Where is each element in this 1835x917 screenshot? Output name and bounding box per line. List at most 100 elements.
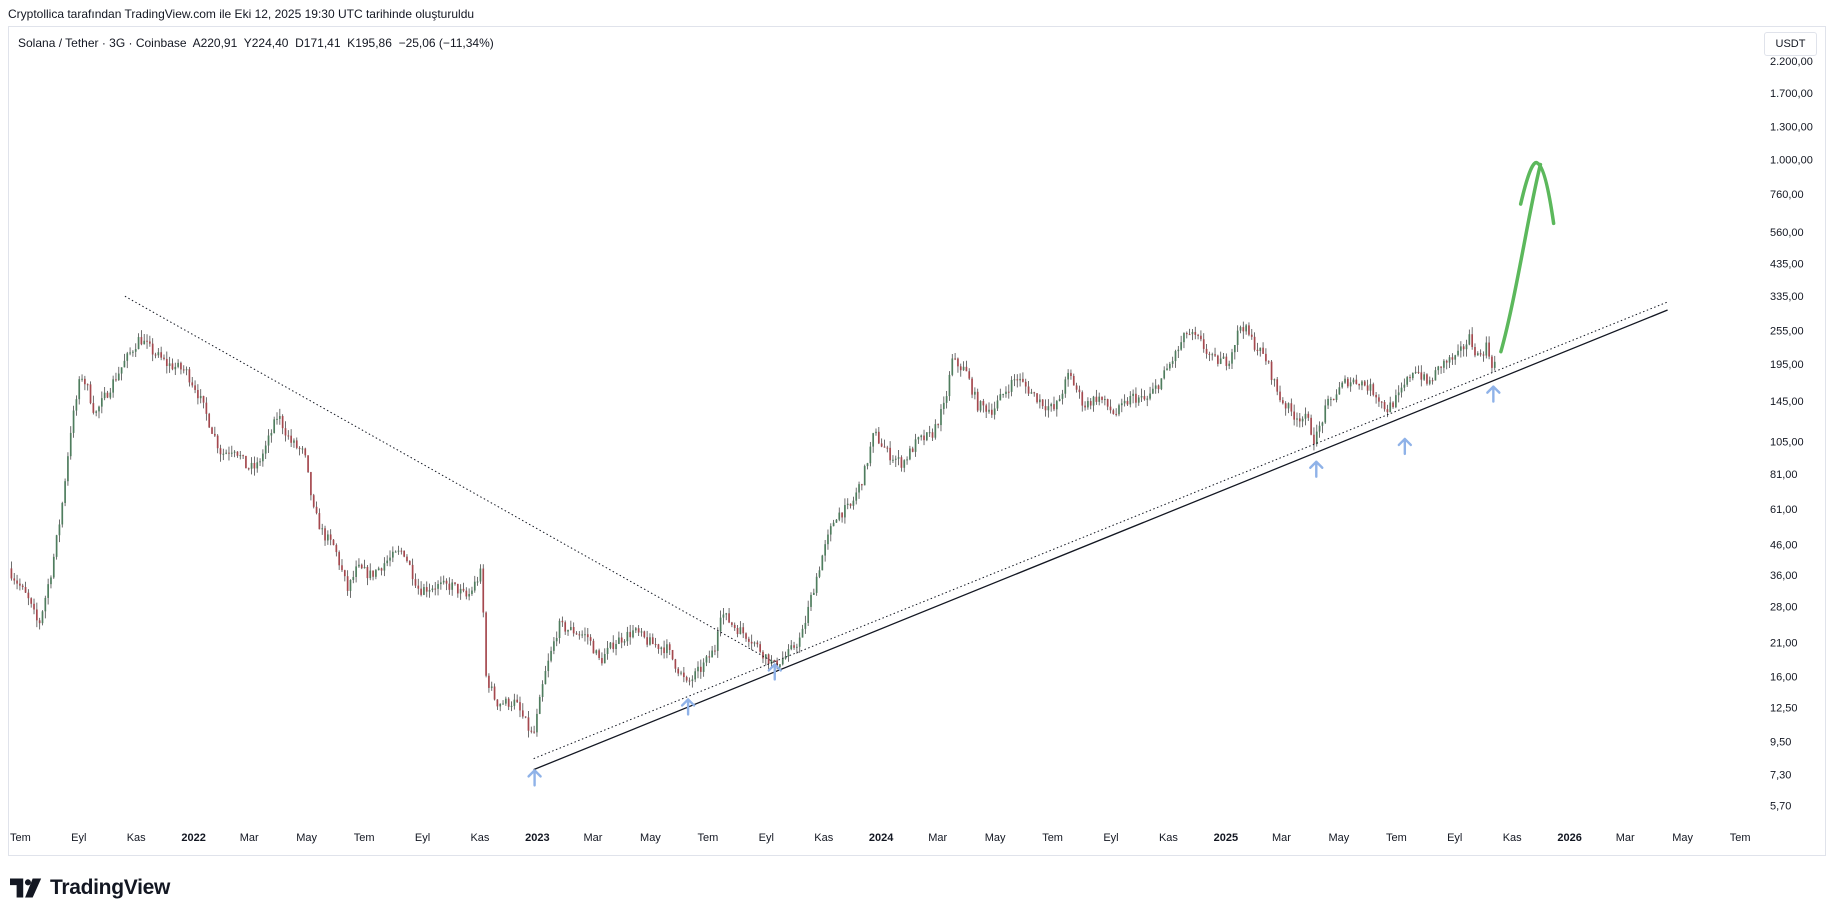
candle-body[interactable] [626,631,629,642]
candle-body[interactable] [499,703,502,707]
candle-body[interactable] [44,597,47,612]
candle-body[interactable] [216,435,219,449]
candle-body[interactable] [408,561,411,565]
candle-body[interactable] [618,637,620,644]
candle-body[interactable] [58,524,61,536]
candle-body[interactable] [230,452,233,454]
candle-body[interactable] [866,463,869,467]
candle-body[interactable] [1084,405,1086,408]
candle-body[interactable] [1414,371,1417,373]
candle-body[interactable] [699,666,702,672]
candle-body[interactable] [519,702,521,711]
candle-body[interactable] [33,603,35,610]
candle-body[interactable] [290,435,292,443]
candle-body[interactable] [10,568,13,579]
candle-body[interactable] [1208,353,1211,355]
candle-body[interactable] [380,568,383,571]
candle-body[interactable] [1349,382,1352,387]
candle-body[interactable] [1256,349,1259,351]
candle-body[interactable] [877,431,880,444]
candle-body[interactable] [341,565,343,571]
candle-body[interactable] [1061,393,1064,399]
candle-body[interactable] [1287,403,1290,409]
candle-body[interactable] [824,544,826,556]
candle-body[interactable] [708,656,711,658]
candle-body[interactable] [578,634,581,636]
candle-body[interactable] [731,622,733,625]
candle-body[interactable] [974,391,976,395]
candle-body[interactable] [1335,394,1338,400]
candle-body[interactable] [1109,406,1112,411]
candle-body[interactable] [1344,378,1346,383]
candle-body[interactable] [293,440,295,443]
candle-body[interactable] [945,396,948,403]
candle-body[interactable] [239,455,242,457]
candle-body[interactable] [1092,396,1095,406]
candle-body[interactable] [838,512,841,520]
candle-body[interactable] [126,353,129,361]
candle-body[interactable] [680,672,682,674]
candle-body[interactable] [417,585,420,589]
candle-body[interactable] [1132,393,1134,396]
candle-body[interactable] [923,435,925,441]
candle-body[interactable] [1488,342,1490,357]
candle-body[interactable] [784,656,787,659]
candle-body[interactable] [471,590,473,595]
candle-body[interactable] [716,631,719,651]
candle-body[interactable] [968,371,971,379]
candle-body[interactable] [1129,395,1132,405]
candle-body[interactable] [451,582,454,590]
candle-body[interactable] [256,462,259,469]
candle-body[interactable] [386,560,389,564]
candle-body[interactable] [796,646,798,648]
candle-body[interactable] [98,406,100,412]
candle-body[interactable] [640,631,643,633]
candle-body[interactable] [954,358,956,360]
candle-body[interactable] [1171,361,1174,364]
candle-body[interactable] [957,358,959,367]
candle-body[interactable] [1118,405,1120,415]
candle-body[interactable] [440,582,442,585]
candle-body[interactable] [355,566,357,577]
candle-body[interactable] [157,352,160,356]
candle-body[interactable] [1420,372,1423,380]
candle-body[interactable] [295,440,298,448]
candle-body[interactable] [965,366,968,372]
candle-body[interactable] [1380,401,1383,403]
candle-body[interactable] [541,684,544,698]
candle-body[interactable] [318,513,321,530]
candle-body[interactable] [262,453,264,462]
candle-body[interactable] [1403,384,1406,388]
candle-body[interactable] [219,448,222,455]
candle-body[interactable] [1363,381,1366,386]
candle-body[interactable] [521,710,524,717]
candle-body[interactable] [391,551,394,558]
candle-body[interactable] [129,352,131,354]
candle-body[interactable] [1409,377,1411,379]
candle-body[interactable] [1087,401,1089,408]
candle-body[interactable] [623,641,626,643]
candle-body[interactable] [78,379,81,400]
candle-body[interactable] [694,671,697,680]
candle-body[interactable] [1451,357,1454,360]
candle-body[interactable] [476,581,479,583]
candle-body[interactable] [1098,396,1101,402]
projection-arrowhead[interactable] [1518,160,1556,226]
candle-body[interactable] [1039,399,1041,403]
candle-body[interactable] [115,379,117,381]
candle-body[interactable] [1440,366,1442,368]
candle-body[interactable] [962,366,965,371]
candle-body[interactable] [1214,354,1216,356]
candle-body[interactable] [406,556,408,562]
candle-body[interactable] [1378,397,1380,402]
candle-body[interactable] [1089,401,1092,406]
candle-body[interactable] [281,416,284,429]
candle-body[interactable] [1462,346,1465,350]
support-trendline[interactable] [533,309,1668,771]
candle-body[interactable] [770,660,773,664]
candle-body[interactable] [89,384,92,404]
candle-body[interactable] [1101,396,1103,400]
candle-body[interactable] [914,439,917,452]
candle-body[interactable] [1005,391,1007,395]
candle-body[interactable] [1166,368,1168,371]
